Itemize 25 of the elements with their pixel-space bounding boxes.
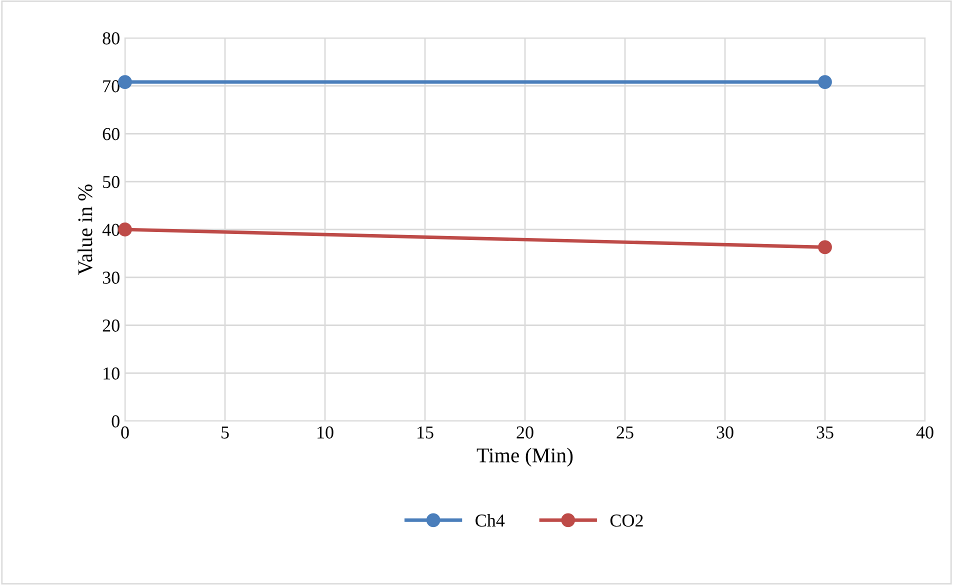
y-tick-label: 0 [112,415,120,428]
x-tick-label: 40 [916,426,934,439]
point [818,240,832,254]
legend-label: CO2 [610,514,643,527]
x-tick-label: 0 [121,426,129,439]
x-tick-label: 5 [222,426,229,439]
y-tick-label: 70 [103,80,120,92]
point [818,75,832,89]
x-tick-label: 35 [816,426,834,439]
x-tick-label: 15 [418,426,434,439]
y-tick-label: 80 [102,32,120,44]
x-tick-label: 25 [616,426,634,439]
x-tick-label: 10 [318,426,334,439]
x-tick-label: 20 [516,426,534,439]
y-tick-label: 30 [102,272,120,284]
y-axis-title: Value in % [78,184,92,275]
y-tick-label: 50 [103,176,120,188]
point [118,75,132,89]
legend-label: Ch4 [476,514,505,527]
point [118,222,132,236]
x-axis-title: Time (Min) [476,448,573,467]
y-tick-label: 20 [102,320,120,332]
x-tick-label: 30 [716,426,734,439]
y-tick-label: 60 [102,128,120,140]
y-tick-label: 10 [104,367,120,380]
